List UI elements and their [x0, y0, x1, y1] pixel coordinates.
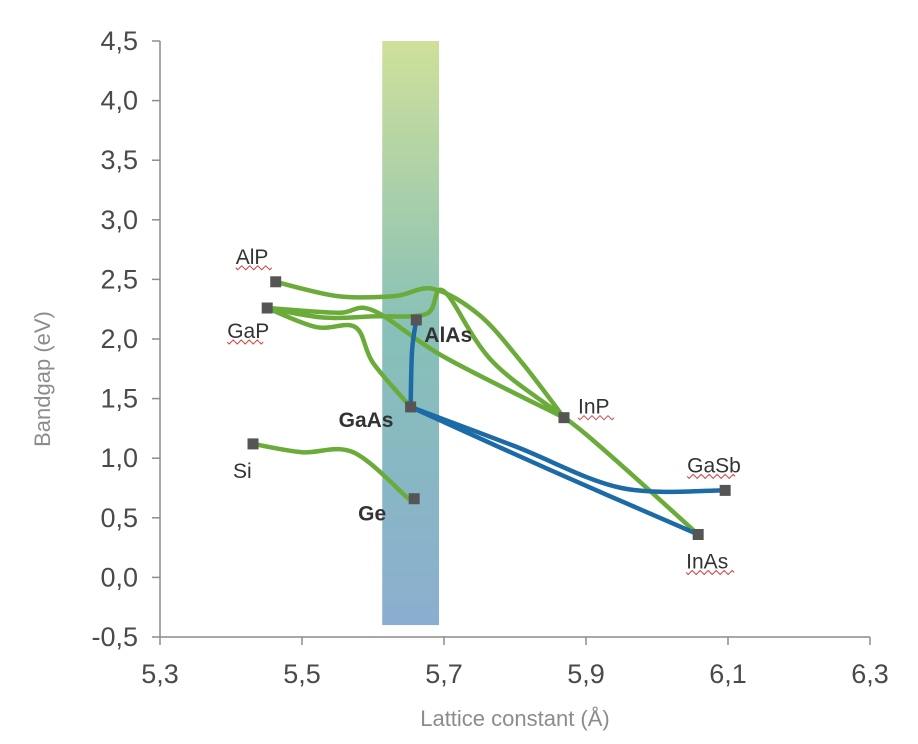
spellcheck-underline	[685, 569, 735, 576]
label-alas: AlAs	[424, 324, 472, 347]
y-axis-ticks: -0,5 0,0 0,5 1,0 1,5 2,0 2,5 3,0 3,5 4,0 4,5	[91, 26, 160, 652]
y-tick-label: 2,0	[100, 324, 138, 354]
point-ge	[408, 493, 420, 505]
y-tick-label: -0,5	[91, 622, 138, 652]
label-inp: InP	[578, 396, 610, 419]
x-tick-label: 6,3	[851, 659, 889, 689]
curve-alas-gaas	[408, 317, 419, 410]
label-inas: InAs	[686, 550, 728, 573]
label-gaas: GaAs	[339, 409, 394, 432]
x-axis-ticks: 5,3 5,5 5,7 5,9 6,1 6,3	[141, 637, 889, 689]
y-axis-title: Bandgap (eV)	[30, 311, 55, 447]
curve-si-ge	[250, 441, 411, 501]
curve-gaas-gasb	[408, 404, 728, 495]
point-gaas	[405, 401, 417, 413]
curve-gap-gaas	[264, 305, 413, 410]
curve-gap-inas	[264, 287, 701, 537]
curve-gap-inp	[264, 305, 567, 420]
point-alp	[270, 276, 282, 288]
point-inp	[558, 412, 570, 424]
x-tick-label: 5,9	[567, 659, 605, 689]
x-tick-label: 6,1	[709, 659, 747, 689]
curve-alp-inp	[273, 279, 567, 420]
point-labels: AlP GaP AlAs GaAs InP Si Ge GaSb InAs	[226, 246, 741, 576]
spellcheck-underline	[235, 265, 273, 271]
spellcheck-underline	[577, 414, 615, 421]
point-inas	[692, 528, 704, 540]
label-gap: GaP	[227, 320, 269, 343]
curves	[250, 279, 728, 537]
label-ge: Ge	[358, 503, 386, 526]
x-tick-label: 5,5	[283, 659, 321, 689]
y-tick-label: 2,5	[100, 264, 138, 294]
curve-gaas-inas	[408, 404, 701, 537]
y-tick-label: 1,5	[100, 384, 138, 414]
spellcheck-underline	[226, 339, 264, 345]
y-tick-label: 4,5	[100, 26, 138, 56]
label-alp: AlP	[236, 246, 269, 269]
x-axis-title: Lattice constant (Å)	[420, 706, 610, 731]
y-tick-label: 3,0	[100, 205, 138, 235]
point-gasb	[719, 484, 731, 496]
spellcheck-underline	[686, 473, 736, 480]
point-si	[247, 438, 259, 450]
y-tick-label: 0,0	[100, 562, 138, 592]
y-tick-label: 1,0	[100, 443, 138, 473]
data-points	[247, 276, 731, 540]
point-gap	[261, 302, 273, 314]
y-tick-label: 3,5	[100, 145, 138, 175]
label-gasb: GaSb	[687, 454, 741, 477]
y-tick-label: 0,5	[100, 503, 138, 533]
y-tick-label: 4,0	[100, 86, 138, 116]
x-tick-label: 5,3	[141, 659, 179, 689]
label-si: Si	[233, 460, 252, 483]
point-alas	[410, 314, 422, 326]
x-tick-label: 5,7	[425, 659, 463, 689]
